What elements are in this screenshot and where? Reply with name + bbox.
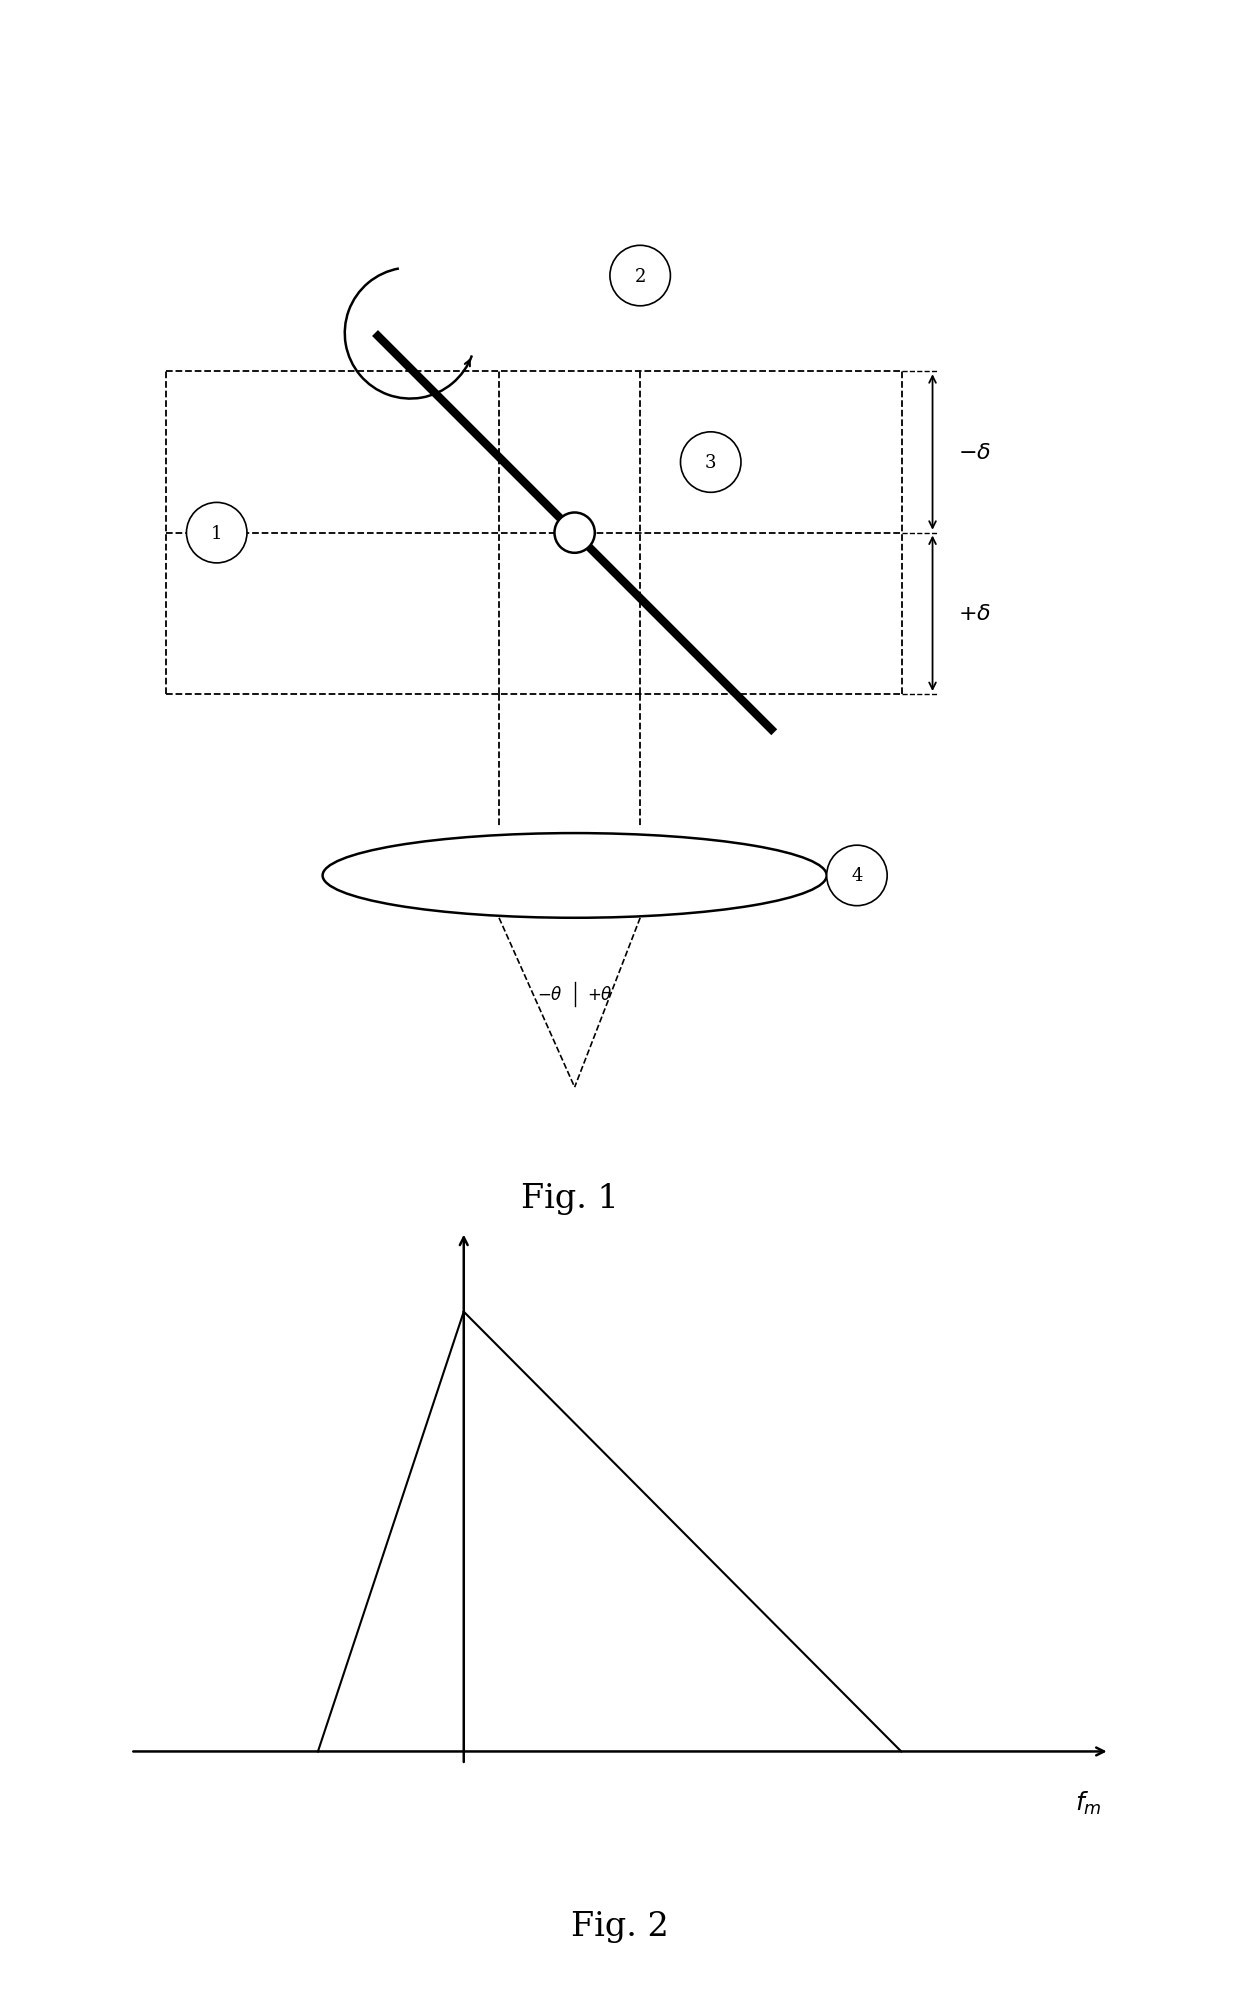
Text: $f_m$: $f_m$ xyxy=(1075,1788,1102,1816)
Circle shape xyxy=(827,845,887,907)
Text: $-\theta$: $-\theta$ xyxy=(537,985,563,1003)
Ellipse shape xyxy=(322,833,827,919)
Text: $+\theta$: $+\theta$ xyxy=(587,985,613,1003)
Text: 3: 3 xyxy=(706,454,717,472)
Text: 4: 4 xyxy=(851,867,863,885)
Text: Fig. 1: Fig. 1 xyxy=(521,1183,619,1215)
Circle shape xyxy=(681,434,742,494)
Circle shape xyxy=(186,503,247,563)
Text: $-\delta$: $-\delta$ xyxy=(957,442,991,464)
Text: 2: 2 xyxy=(635,268,646,286)
Text: Fig. 2: Fig. 2 xyxy=(572,1910,668,1942)
Text: 1: 1 xyxy=(211,523,222,541)
Circle shape xyxy=(610,246,671,306)
Circle shape xyxy=(554,513,595,553)
Text: $+\delta$: $+\delta$ xyxy=(957,603,991,625)
